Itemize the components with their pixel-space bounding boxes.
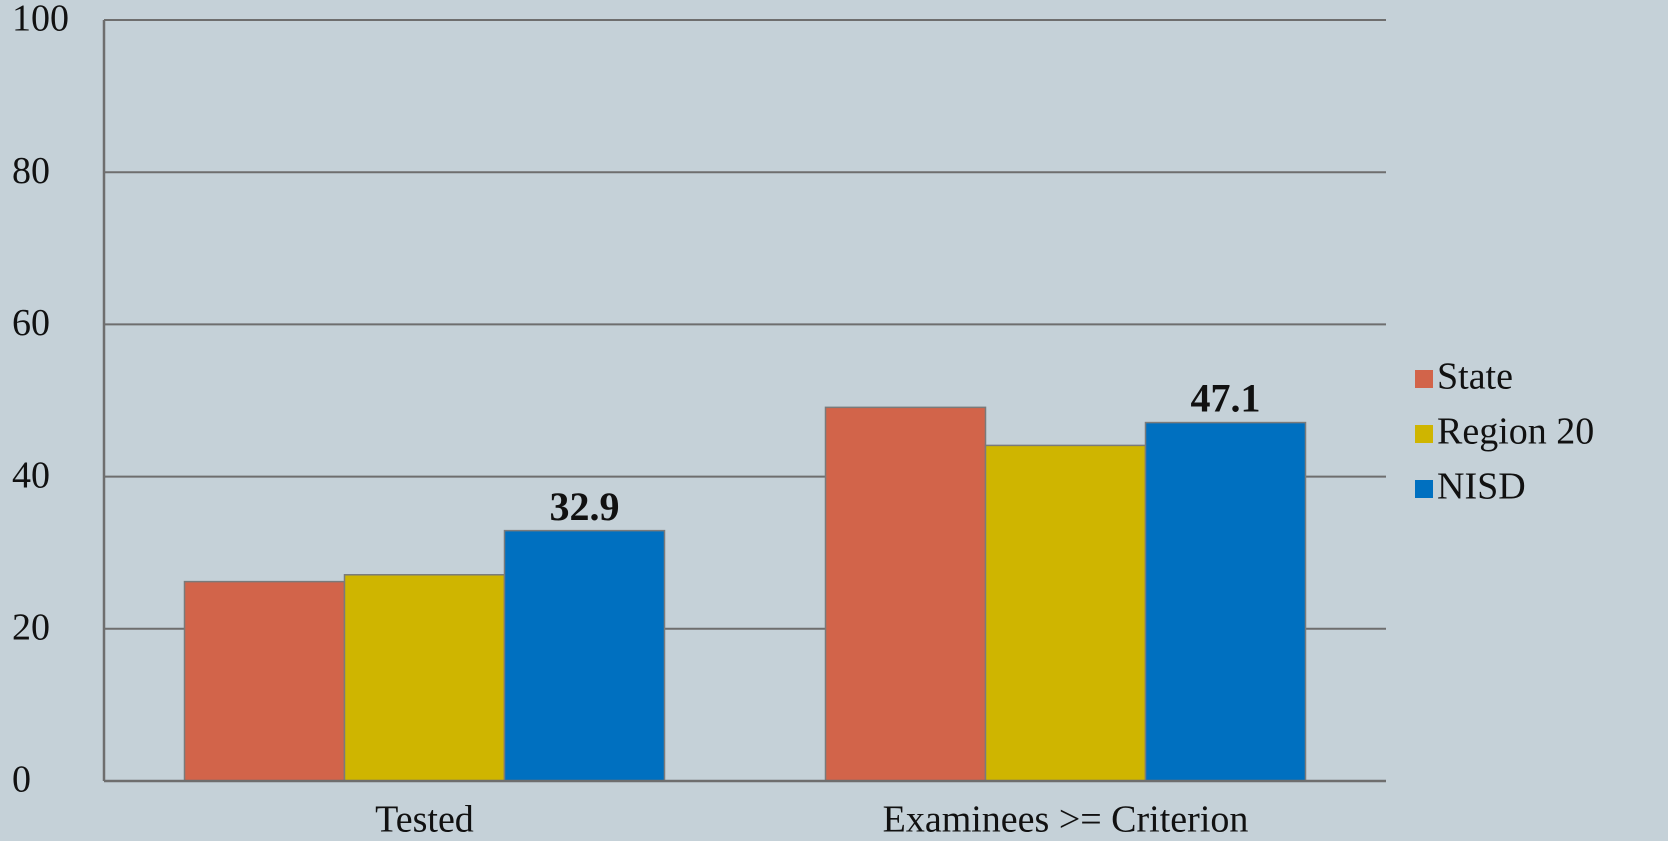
- legend-swatch: [1415, 370, 1433, 388]
- data-label: 47.1: [1191, 376, 1261, 421]
- legend-swatch: [1415, 480, 1433, 498]
- legend-label: NISD: [1437, 466, 1526, 508]
- bar: [183, 580, 346, 782]
- y-tick-label: 20: [12, 607, 50, 649]
- y-tick-label: 80: [12, 150, 50, 192]
- x-tick-label: Examinees >= Criterion: [883, 799, 1249, 841]
- y-tick-label: 0: [12, 759, 31, 801]
- y-tick-label: 60: [12, 302, 50, 344]
- y-tick-label: 100: [12, 0, 69, 40]
- bar: [343, 574, 506, 782]
- bar: [984, 444, 1147, 782]
- y-tick-label: 40: [12, 454, 50, 496]
- bar: [1144, 421, 1307, 782]
- legend-swatch: [1415, 425, 1433, 443]
- legend-label: State: [1437, 356, 1513, 398]
- bar: [824, 406, 987, 782]
- bar: [503, 529, 666, 782]
- x-tick-label: Tested: [375, 799, 474, 841]
- legend-label: Region 20: [1437, 411, 1594, 453]
- data-label: 32.9: [550, 484, 620, 529]
